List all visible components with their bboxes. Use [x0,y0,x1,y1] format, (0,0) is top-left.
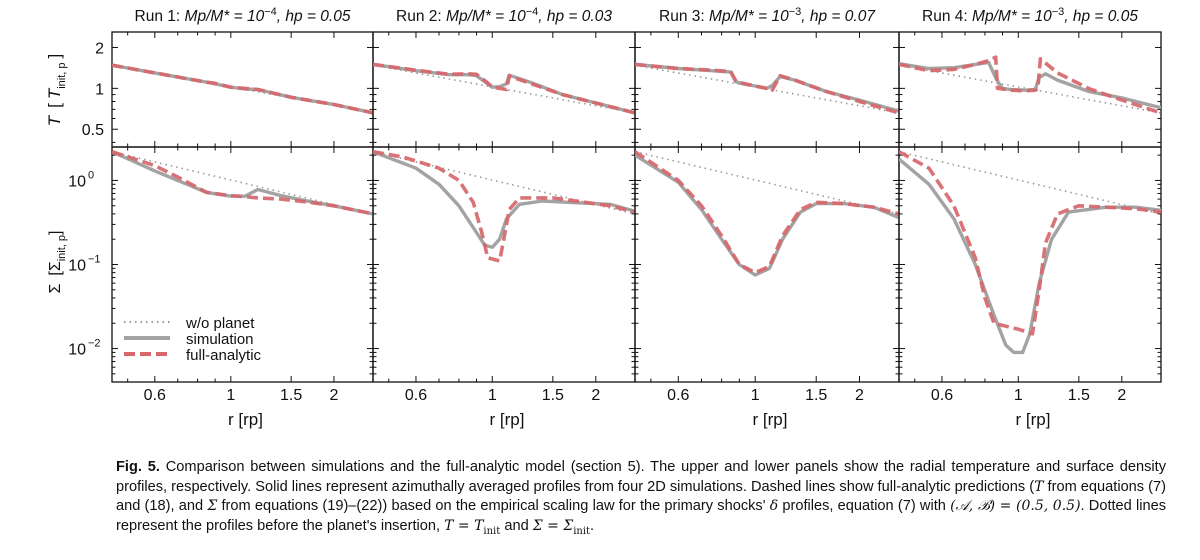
top-ylabel: T[Tinit, p] [45,54,68,127]
caption-text: Comparison between simulations and the f… [116,459,1167,495]
panel-2-sigma [372,146,636,383]
x-tick-label: 1.5 [805,387,827,404]
x-tick-label: 0.6 [931,387,953,404]
caption-s5: and [500,517,533,534]
series-analytic-line [899,55,1161,115]
caption-label: Fig. 5. [116,459,160,475]
caption-ab: (𝒜, ℬ) = (0.5, 0.5) [950,498,1081,514]
caption-s3: profiles, equation (7) with [778,498,951,514]
series-no-planet-line [112,150,373,215]
caption-eq1: T = T [444,517,484,534]
bottom-y-tick-exp: −1 [88,254,101,266]
x-axis-label: r [rp] [1016,410,1051,429]
x-tick-label: 1.5 [542,387,564,404]
series-analytic-line [112,63,373,115]
x-tick-label: 1.5 [280,387,302,404]
series-no-planet-line [635,64,899,114]
x-tick-label: 1.5 [1068,387,1090,404]
top-y-tick-label: 1 [95,81,104,98]
series-simulation-line [635,153,899,277]
bottom-y-tick-label: 10 [68,258,86,275]
x-tick-label: 1 [1014,387,1023,404]
caption-s2: from equations (19)–(22)) based on the e… [217,498,770,514]
panel-3-t [634,31,900,148]
x-tick-label: 1 [751,387,760,404]
series-simulation-line [899,157,1161,355]
panel-title-3: Run 3: Mp/M* = 10−3, hp = 0.07 [659,6,876,25]
series-no-planet-line [899,150,1161,215]
caption-s4: . Dotted lines represent the profiles be… [116,498,1167,534]
x-tick-label: 2 [1117,387,1126,404]
bottom-ylabel: Σ[Σinit, p] [47,231,68,294]
caption-delta: δ [769,498,779,514]
panel-1-sigma [111,146,374,383]
panel-1-t [111,31,374,148]
x-tick-label: 1 [226,387,235,404]
panel-frame [634,146,900,383]
legend-label-simulation: simulation [186,331,254,348]
x-tick-label: 0.6 [667,387,689,404]
panel-3-sigma [634,146,900,383]
caption-s6: . [590,517,595,534]
x-tick-label: 2 [855,387,864,404]
caption-eq2: Σ = Σ [532,517,574,534]
panel-title-2: Run 2: Mp/M* = 10−4, hp = 0.03 [396,6,612,25]
legend-label-no-planet: w/o planet [185,315,255,332]
top-y-tick-label: 2 [95,40,104,57]
x-tick-label: 2 [591,387,600,404]
caption-sigma: Σ [207,498,218,514]
series-no-planet-line [373,150,635,215]
x-axis-label: r [rp] [228,410,263,429]
panel-title-1: Run 1: Mp/M* = 10−4, hp = 0.05 [135,6,351,25]
top-ylabel-sub: init, p [56,62,68,88]
series-analytic-line [373,149,635,263]
series-analytic-line [112,149,373,216]
legend: w/o planet simulation full-analytic [124,315,262,364]
caption-eq2-sub: init [573,525,591,537]
figure: 0.6 1 1.5 2 r [rp] 0.6 1 1.5 2 r [rp] 0.6 1 1.5 2 r [r… [45,6,1162,429]
x-axis-label: r [rp] [753,410,788,429]
caption-s1: from equations (7) and (18), and [116,478,1166,515]
panel-4-sigma [898,146,1162,383]
panel-2-t [372,31,636,148]
series-analytic-line [899,150,1161,336]
bottom-y-tick-exp: 0 [88,169,94,181]
x-tick-label: 2 [330,387,339,404]
legend-label-analytic: full-analytic [186,347,262,364]
x-axis-label: r [rp] [490,410,525,429]
series-analytic-line [373,62,635,115]
bottom-y-tick-label: 10 [68,342,86,359]
series-analytic-line [635,62,899,115]
figure-caption: Fig. 5. Comparison between simulations a… [116,459,1167,537]
x-tick-label: 0.6 [405,387,427,404]
panel-4-t [898,31,1162,148]
bottom-y-tick-label: 10 [68,173,86,190]
panel-frame [372,146,636,383]
x-tick-label: 1 [488,387,497,404]
series-analytic-line [635,150,899,275]
caption-eq1-sub: init [483,525,501,537]
bottom-y-tick-exp: −2 [88,338,101,350]
top-y-tick-label: 0.5 [82,122,104,139]
x-tick-label: 0.6 [144,387,166,404]
series-simulation-line [373,150,635,250]
caption-T: T [1034,478,1044,495]
panel-title-4: Run 4: Mp/M* = 10−3, hp = 0.05 [922,6,1138,25]
